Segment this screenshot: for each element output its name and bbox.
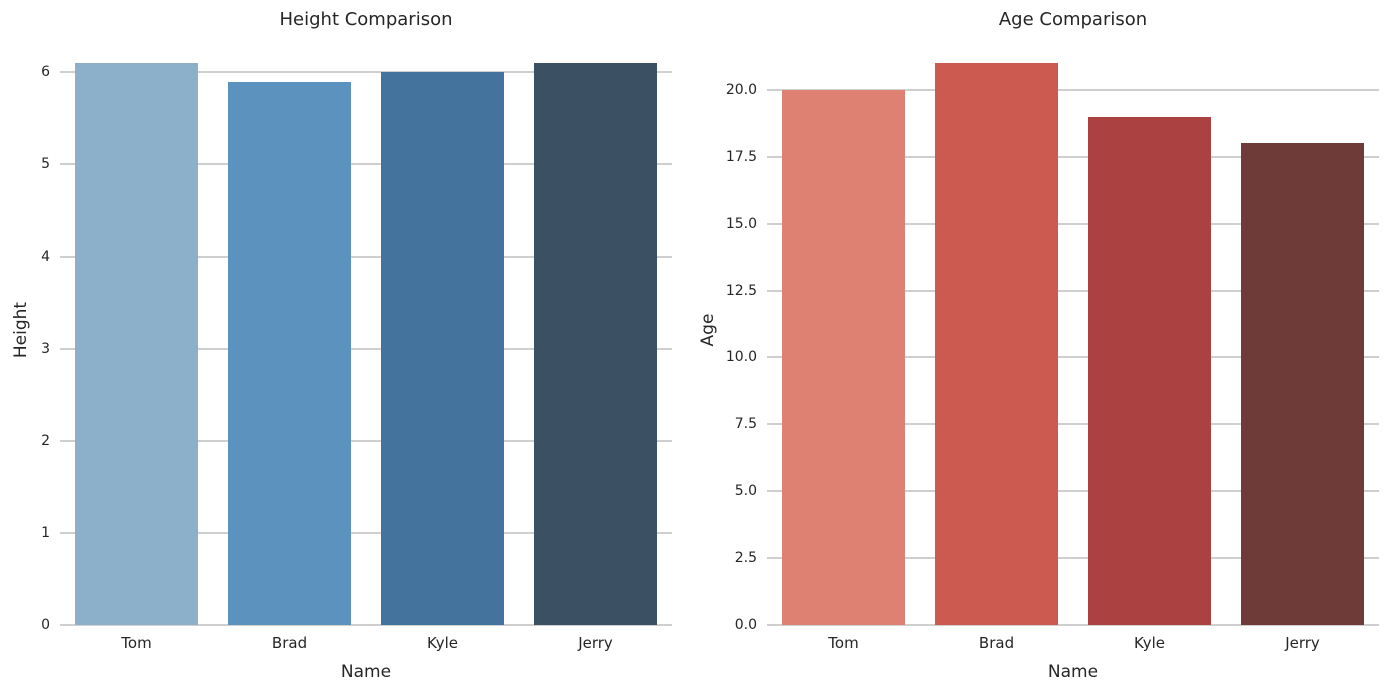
bar-jerry [534,63,657,625]
x-tick-label: Jerry [578,634,613,652]
x-tick-label: Tom [828,634,859,652]
bar-brad [935,63,1058,625]
y-tick-label: 2.5 [734,550,757,567]
x-tick-label: Brad [271,634,308,652]
x-axis-label: Name [340,662,392,682]
bar-jerry [1241,143,1364,625]
y-tick-label: 1 [41,524,50,541]
gridline [767,423,1379,426]
y-tick-label: 17.5 [725,148,757,165]
y-tick-label: 10.0 [725,349,757,366]
y-tick-label: 5 [41,156,50,173]
bar-kyle [381,72,504,625]
y-tick-label: 6 [41,64,50,81]
bar-tom [782,89,905,625]
gridline [60,439,672,442]
bar-tom [75,63,198,625]
y-tick-label: 3 [41,340,50,357]
gridline [767,222,1379,225]
gridline [767,289,1379,292]
gridline [767,490,1379,493]
bar-brad [228,81,351,625]
gridline [60,624,672,626]
gridline [60,163,672,166]
gridline [60,531,672,534]
gridline [767,88,1379,91]
plot-area: Tom Brad Kyle Jerry [767,35,1379,652]
gridline [767,155,1379,158]
gridline [767,356,1379,359]
plot-area: Tom Brad Kyle Jerry [60,35,672,652]
y-tick-label: 0 [41,617,50,633]
x-tick-label: Kyle [1133,634,1166,652]
x-tick-label: Kyle [426,634,459,652]
y-tick-label: 7.5 [734,416,757,433]
y-tick-label: 20.0 [725,81,757,98]
gridline [60,255,672,258]
y-tick-label: 15.0 [725,215,757,232]
gridline [767,624,1379,626]
chart-title: Age Comparison [998,9,1148,30]
y-axis-ticks: 0.0 2.5 5.0 7.5 10.0 12.5 15.0 17.5 20.0 [694,35,767,633]
age-chart-panel: Age Comparison Age 0.0 2.5 5.0 7.5 10.0 12.5 1… [694,0,1389,690]
y-tick-label: 4 [41,248,50,265]
y-tick-label: 12.5 [725,282,757,299]
y-axis-ticks: 0 1 2 3 4 5 6 [0,35,60,633]
x-tick-label: Tom [121,634,152,652]
y-tick-label: 0.0 [734,617,757,633]
chart-title: Height Comparison [279,9,453,30]
x-axis-label: Name [1047,662,1099,682]
y-tick-label: 2 [41,432,50,449]
gridline [60,347,672,350]
gridline [767,557,1379,560]
x-tick-label: Jerry [1285,634,1320,652]
bar-kyle [1088,116,1211,625]
gridline [60,71,672,74]
y-tick-label: 5.0 [734,483,757,500]
x-tick-label: Brad [978,634,1015,652]
